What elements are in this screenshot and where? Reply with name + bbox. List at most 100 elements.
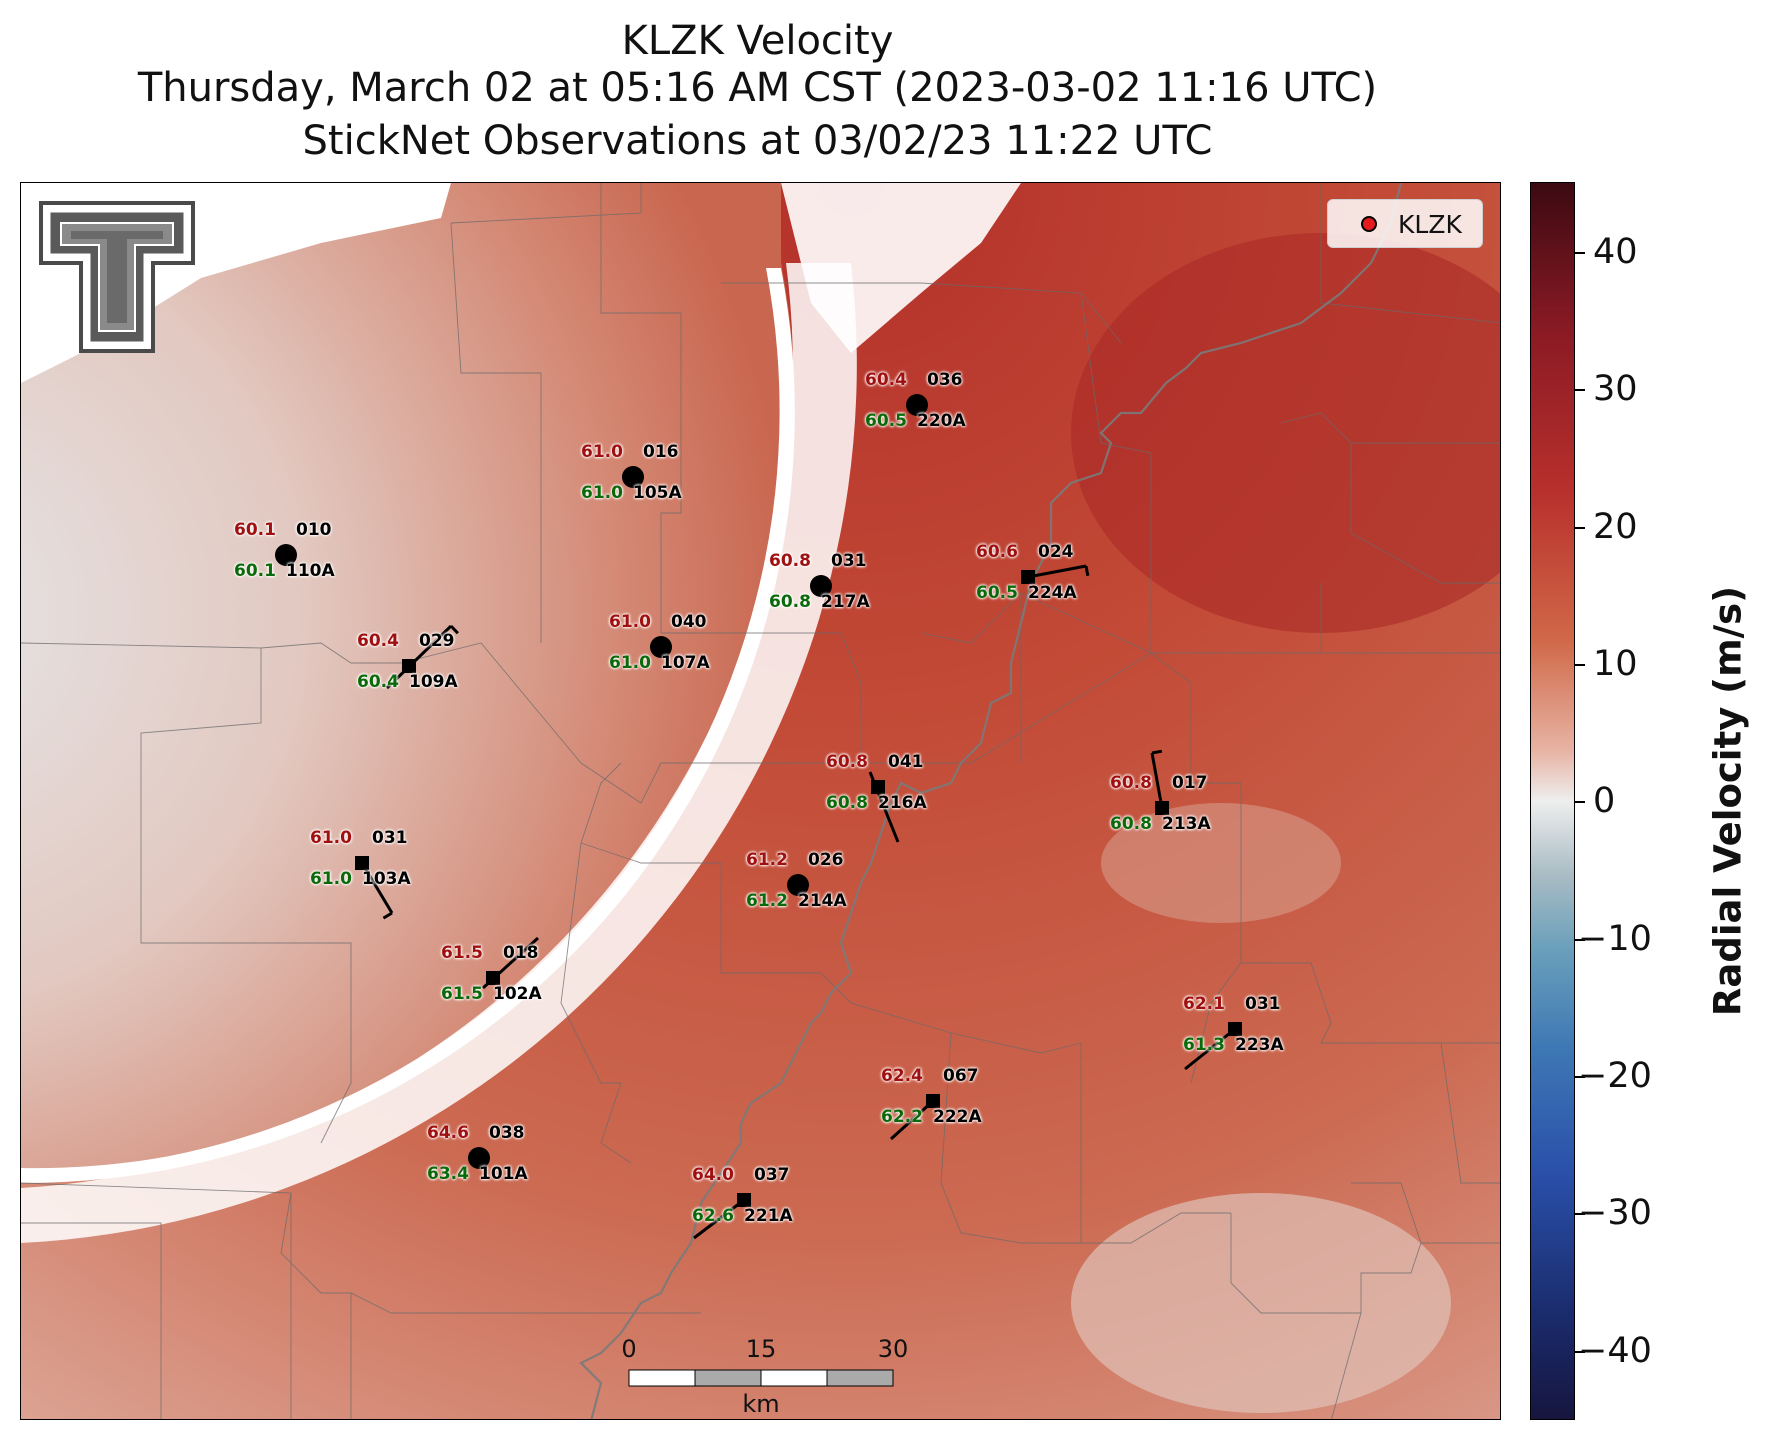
wind-barb-feather — [1151, 749, 1163, 755]
station-dewpoint: 61.0 — [310, 869, 352, 889]
station-wind-direction: 037 — [754, 1165, 790, 1185]
station-marker-circle-icon[interactable] — [468, 1147, 490, 1169]
station-marker-square-icon[interactable] — [926, 1094, 940, 1108]
station-marker-square-icon[interactable] — [1228, 1022, 1242, 1036]
station-id: 217A — [821, 592, 870, 612]
velocity-weak-area — [1101, 803, 1341, 923]
station-id: 222A — [933, 1107, 982, 1127]
station-222A[interactable] — [889, 1094, 940, 1141]
colorbar-tick — [1575, 527, 1585, 529]
station-wind-direction: 038 — [489, 1123, 525, 1143]
station-id: 107A — [661, 653, 710, 673]
station-dewpoint: 60.1 — [234, 561, 276, 581]
wind-barb — [360, 862, 394, 914]
station-temperature: 60.8 — [1110, 773, 1152, 793]
station-dewpoint: 61.0 — [581, 483, 623, 503]
station-214A[interactable] — [787, 874, 809, 896]
station-103A[interactable] — [355, 856, 394, 920]
velocity-weak-area — [1071, 1193, 1451, 1413]
texas-tech-double-t-logo — [39, 201, 195, 353]
station-marker-circle-icon[interactable] — [275, 544, 297, 566]
county-boundaries — [21, 183, 1500, 1419]
station-id: 224A — [1028, 583, 1077, 603]
station-wind-direction: 031 — [372, 828, 408, 848]
colorbar-label-neg30: −30 — [1578, 1193, 1652, 1233]
station-marker-square-icon[interactable] — [871, 780, 885, 794]
station-221A[interactable] — [693, 1193, 751, 1240]
colorbar-tick — [1575, 389, 1585, 391]
station-id: 223A — [1235, 1035, 1284, 1055]
station-id: 109A — [409, 672, 458, 692]
station-102A[interactable] — [481, 936, 540, 990]
station-dewpoint: 60.5 — [865, 411, 907, 431]
station-213A[interactable] — [1150, 749, 1169, 815]
station-marker-square-icon[interactable] — [1155, 801, 1169, 815]
station-temperature: 61.5 — [441, 943, 483, 963]
radar-map-canvas — [21, 183, 1500, 1419]
colorbar-label-0: 0 — [1593, 781, 1616, 821]
station-marker-circle-icon[interactable] — [906, 394, 928, 416]
wind-barb-feather — [449, 624, 459, 635]
station-id: 105A — [633, 483, 682, 503]
scalebar-label-0: 0 — [621, 1335, 637, 1363]
station-temperature: 62.4 — [881, 1066, 923, 1086]
station-marker-square-icon[interactable] — [402, 659, 416, 673]
wind-barb — [1150, 752, 1164, 809]
station-223A[interactable] — [1184, 1022, 1242, 1071]
colorbar-tick — [1575, 1351, 1585, 1353]
station-wind-direction: 029 — [419, 631, 455, 651]
station-wind-direction: 040 — [671, 612, 707, 632]
colorbar-tick — [1575, 1213, 1585, 1215]
station-temperature: 64.0 — [692, 1165, 734, 1185]
station-marker-circle-icon[interactable] — [787, 874, 809, 896]
station-marker-square-icon[interactable] — [355, 856, 369, 870]
station-temperature: 60.4 — [357, 631, 399, 651]
station-marker-circle-icon[interactable] — [650, 636, 672, 658]
station-224A[interactable] — [1021, 564, 1090, 584]
station-109A[interactable] — [385, 624, 459, 690]
colorbar-label-neg40: −40 — [1578, 1331, 1652, 1371]
station-216A[interactable] — [868, 771, 900, 843]
colorbar-tick — [1575, 939, 1585, 941]
station-id: 214A — [798, 891, 847, 911]
station-marker-circle-icon[interactable] — [810, 575, 832, 597]
station-wind-direction: 036 — [927, 370, 963, 390]
colorbar-title: Radial Velocity (m/s) — [1706, 585, 1750, 1017]
wind-barb — [1027, 564, 1087, 579]
station-id: 216A — [878, 793, 927, 813]
station-101A[interactable] — [468, 1147, 490, 1169]
station-105A[interactable] — [622, 466, 644, 488]
station-wind-direction: 018 — [503, 943, 539, 963]
radar-map[interactable]: KLZK 0 15 30 km 60.4 036 60.5 220A 61.0 016 61… — [20, 182, 1501, 1420]
station-wind-direction: 041 — [888, 752, 924, 772]
station-107A[interactable] — [650, 636, 672, 658]
observations-line: StickNet Observations at 03/02/23 11:22 … — [302, 118, 1213, 164]
colorbar-tick — [1575, 252, 1585, 254]
station-id: 220A — [917, 411, 966, 431]
station-wind-direction: 010 — [296, 520, 332, 540]
station-wind-direction: 067 — [943, 1066, 979, 1086]
station-wind-direction: 017 — [1172, 773, 1208, 793]
station-marker-square-icon[interactable] — [1021, 570, 1035, 584]
scalebar-label-15: 15 — [745, 1335, 777, 1363]
station-marker-square-icon[interactable] — [737, 1193, 751, 1207]
scalebar-label-30: 30 — [877, 1335, 909, 1363]
velocity-strong-area — [1071, 233, 1500, 633]
station-observations — [275, 394, 1242, 1240]
wind-barb — [385, 624, 453, 690]
station-110A[interactable] — [275, 544, 297, 566]
map-subtitle: Thursday, March 02 at 05:16 AM CST (2023… — [137, 65, 1378, 111]
station-marker-square-icon[interactable] — [486, 971, 500, 985]
scalebar-unit: km — [742, 1390, 780, 1418]
station-dewpoint: 61.2 — [746, 891, 788, 911]
station-temperature: 60.8 — [826, 752, 868, 772]
station-217A[interactable] — [810, 575, 832, 597]
station-dewpoint: 61.3 — [1183, 1035, 1225, 1055]
station-wind-direction: 031 — [1245, 994, 1281, 1014]
station-220A[interactable] — [906, 394, 928, 416]
data-void — [781, 183, 1021, 353]
station-marker-circle-icon[interactable] — [622, 466, 644, 488]
scale-seg-2 — [694, 1369, 762, 1387]
legend-label: KLZK — [1398, 210, 1462, 239]
scale-bar — [628, 1369, 894, 1387]
